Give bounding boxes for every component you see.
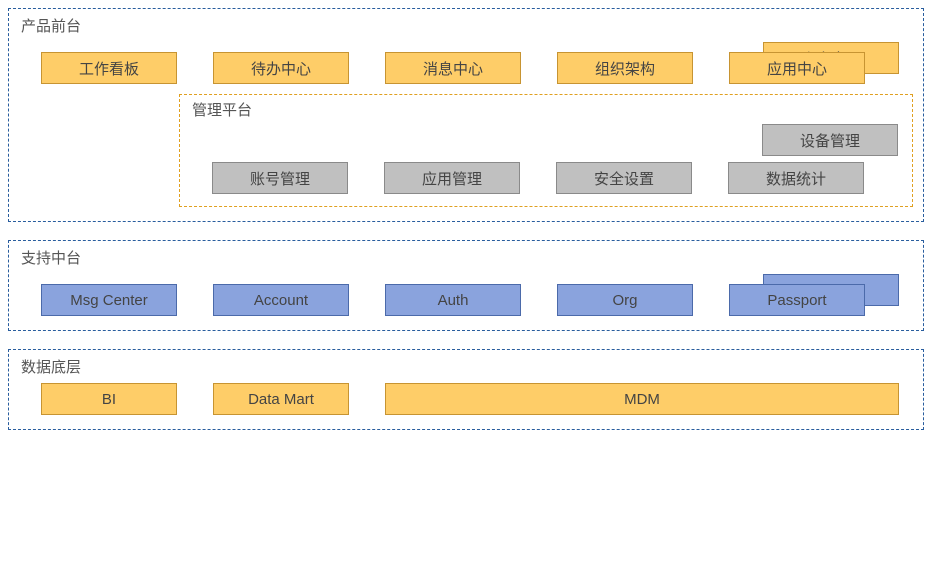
box-device-mgmt: 设备管理 <box>762 124 898 156</box>
box-passport: Passport <box>729 284 865 316</box>
box-org-structure: 组织架构 <box>557 52 693 84</box>
layer-product-front: 产品前台 个人中心 工作看板 待办中心 消息中心 组织架构 应用中心 管理平台 … <box>8 8 924 222</box>
layer3-row: BI Data Mart MDM <box>41 383 913 415</box>
layer-support-mid: 支持中台 Mail Msg Center Account Auth Org Pa… <box>8 240 924 331</box>
layer1-title: 产品前台 <box>21 15 913 36</box>
layer3-title: 数据底层 <box>21 356 913 377</box>
sub-title: 管理平台 <box>192 99 902 120</box>
layer2-title: 支持中台 <box>21 247 913 268</box>
box-account-mgmt: 账号管理 <box>212 162 348 194</box>
sub-layer-admin: 管理平台 设备管理 账号管理 应用管理 安全设置 数据统计 <box>179 94 913 207</box>
box-security-settings: 安全设置 <box>556 162 692 194</box>
box-app-center: 应用中心 <box>729 52 865 84</box>
box-auth: Auth <box>385 284 521 316</box>
box-app-mgmt: 应用管理 <box>384 162 520 194</box>
box-data-stats: 数据统计 <box>728 162 864 194</box>
box-message-center: 消息中心 <box>385 52 521 84</box>
box-bi: BI <box>41 383 177 415</box>
layer-data-bottom: 数据底层 BI Data Mart MDM <box>8 349 924 430</box>
sub-row: 账号管理 应用管理 安全设置 数据统计 <box>212 162 902 194</box>
box-todo-center: 待办中心 <box>213 52 349 84</box>
box-msg-center: Msg Center <box>41 284 177 316</box>
box-account: Account <box>213 284 349 316</box>
box-data-mart: Data Mart <box>213 383 349 415</box>
box-mdm: MDM <box>385 383 899 415</box>
box-org: Org <box>557 284 693 316</box>
layer2-row: Msg Center Account Auth Org Passport <box>41 284 913 316</box>
box-work-board: 工作看板 <box>41 52 177 84</box>
layer1-row: 工作看板 待办中心 消息中心 组织架构 应用中心 <box>41 52 913 84</box>
